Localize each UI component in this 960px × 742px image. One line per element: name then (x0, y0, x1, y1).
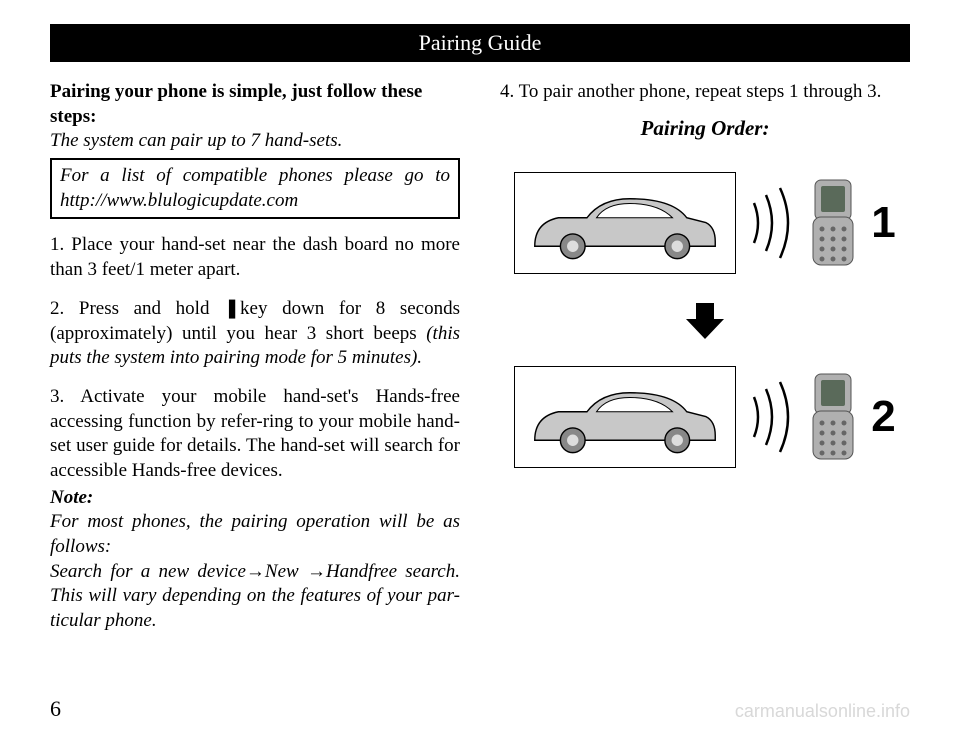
note-line1: For most phones, the pairing operation w… (50, 510, 460, 559)
car-illustration-1 (514, 172, 736, 274)
step-4: 4. To pair another phone, repeat steps 1… (500, 80, 910, 105)
pairing-order-title: Pairing Order: (500, 115, 910, 142)
left-column: Pairing your phone is simple, just follo… (50, 80, 460, 634)
note-label: Note: (50, 486, 460, 511)
diagram-row-2: 2 (500, 366, 910, 468)
signal-icon (744, 377, 799, 457)
car-icon (520, 369, 730, 464)
content-columns: Pairing your phone is simple, just follo… (50, 80, 910, 634)
watermark: carmanualsonline.info (735, 701, 910, 722)
diagram-number-1: 1 (871, 194, 895, 251)
car-illustration-2 (514, 366, 736, 468)
down-arrow-icon (684, 299, 726, 341)
car-icon (520, 175, 730, 270)
compat-box: For a list of compatible phones please g… (50, 158, 460, 219)
step-1: 1. Place your hand-set near the dash boa… (50, 233, 460, 282)
phone-icon (807, 369, 859, 464)
intro-italic: The system can pair up to 7 hand-sets. (50, 129, 460, 154)
signal-icon (744, 183, 799, 263)
right-column: 4. To pair another phone, repeat steps 1… (500, 80, 910, 634)
phone-icon (807, 175, 859, 270)
step-3: 3. Activate your mobile hand-set's Hands… (50, 385, 460, 484)
step-2: 2. Press and hold ❚key down for 8 second… (50, 297, 460, 371)
phone-key-icon: ❚ (224, 298, 240, 319)
diagram-number-2: 2 (871, 388, 895, 445)
page-header: Pairing Guide (50, 24, 910, 62)
note-line2: Search for a new device→New →Handfree se… (50, 560, 460, 634)
intro-bold: Pairing your phone is simple, just follo… (50, 80, 460, 129)
page-number: 6 (50, 696, 61, 722)
step2-text-a: 2. Press and hold (50, 298, 224, 319)
diagram-row-1: 1 (500, 172, 910, 274)
diagram-area: 1 (500, 172, 910, 468)
